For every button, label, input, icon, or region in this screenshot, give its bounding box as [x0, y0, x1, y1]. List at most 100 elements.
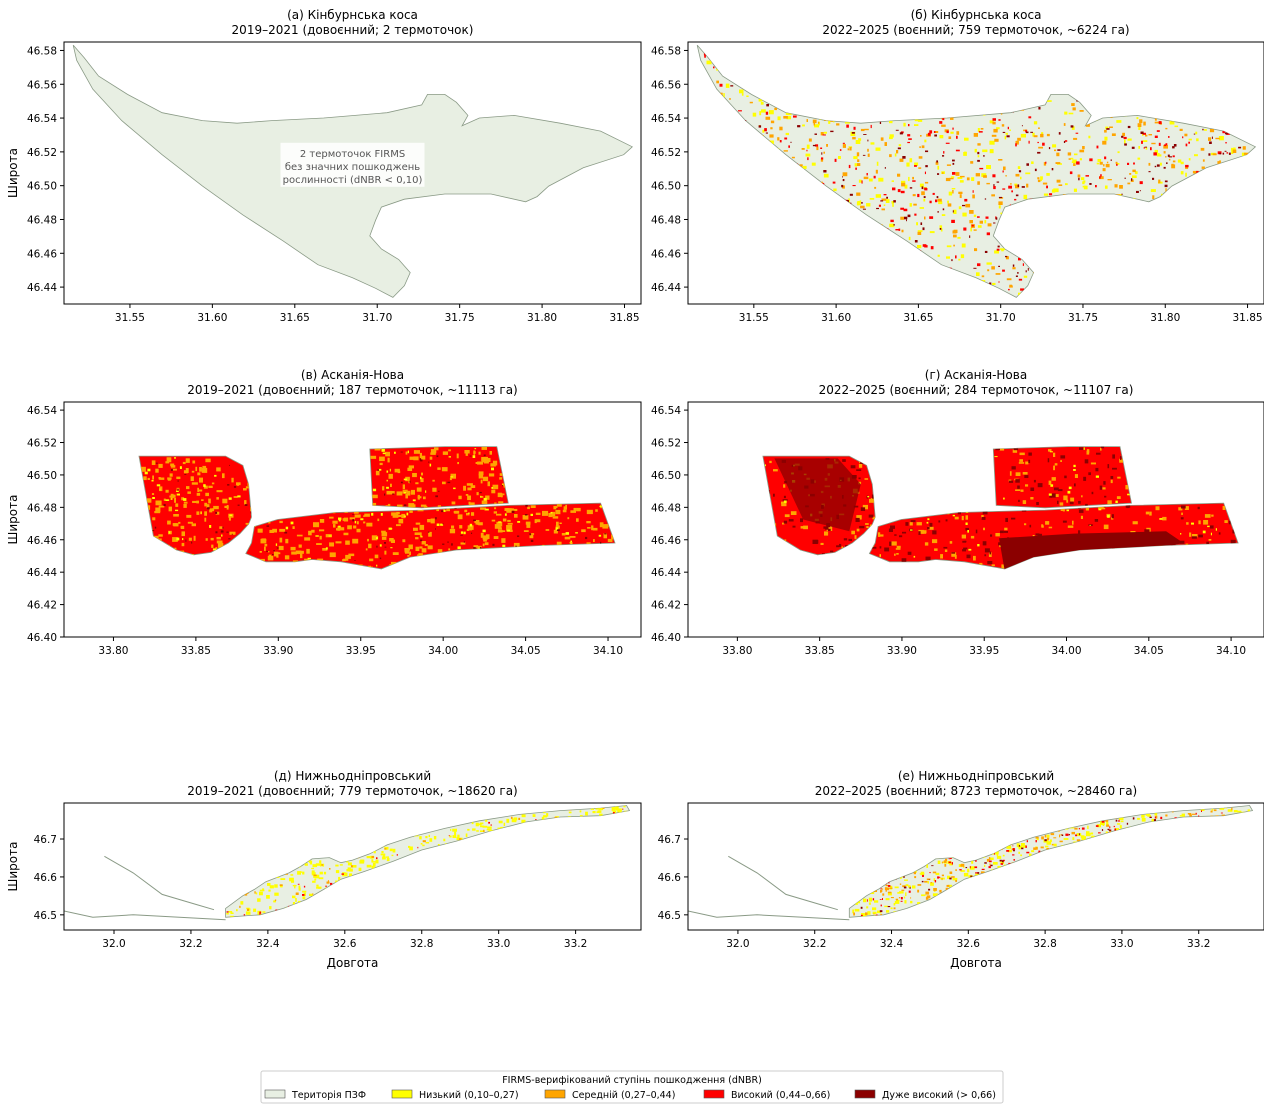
damage-pixel	[770, 229, 773, 233]
damage-pixel	[1180, 161, 1184, 165]
damage-pixel	[365, 877, 370, 880]
damage-pixel	[1187, 272, 1192, 276]
damage-pixel	[351, 810, 357, 815]
damage-pixel	[1127, 138, 1132, 141]
damage-pixel	[1242, 159, 1246, 162]
damage-pixel	[412, 856, 415, 859]
damage-pixel	[576, 507, 581, 512]
damage-pixel	[183, 501, 188, 504]
damage-pixel	[975, 102, 979, 104]
damage-pixel	[1185, 143, 1188, 147]
damage-pixel	[870, 81, 872, 86]
damage-pixel	[865, 83, 867, 85]
damage-pixel	[1071, 126, 1075, 130]
damage-pixel	[866, 541, 871, 543]
damage-pixel	[782, 45, 787, 49]
damage-pixel	[1026, 183, 1029, 188]
damage-pixel	[725, 121, 727, 125]
damage-pixel	[861, 457, 863, 459]
damage-pixel	[496, 887, 498, 892]
damage-pixel	[789, 78, 792, 83]
damage-pixel	[781, 75, 783, 77]
damage-pixel	[514, 855, 519, 858]
damage-pixel	[814, 46, 817, 49]
damage-pixel	[624, 901, 629, 905]
damage-pixel	[560, 556, 565, 559]
damage-pixel	[441, 850, 444, 852]
damage-pixel	[801, 277, 806, 279]
damage-pixel	[1003, 58, 1009, 61]
damage-pixel	[1055, 162, 1061, 164]
damage-pixel	[531, 840, 535, 845]
damage-pixel	[1165, 127, 1168, 130]
damage-pixel	[204, 517, 207, 522]
damage-pixel	[336, 881, 339, 886]
damage-pixel	[779, 94, 783, 97]
damage-pixel	[395, 896, 398, 898]
damage-pixel	[861, 202, 863, 204]
damage-pixel	[447, 906, 450, 911]
damage-pixel	[466, 911, 469, 915]
damage-pixel	[1158, 560, 1163, 563]
damage-pixel	[1072, 217, 1074, 221]
damage-pixel	[338, 876, 341, 881]
damage-pixel	[1161, 58, 1166, 61]
damage-pixel	[451, 501, 456, 505]
damage-pixel	[316, 844, 319, 847]
damage-pixel	[333, 910, 336, 915]
damage-pixel	[914, 124, 919, 126]
damage-pixel	[878, 249, 882, 252]
damage-pixel	[340, 885, 343, 890]
damage-pixel	[355, 837, 361, 842]
damage-pixel	[1142, 132, 1146, 135]
damage-pixel	[1174, 67, 1178, 71]
damage-pixel	[1229, 253, 1232, 256]
damage-pixel	[1151, 142, 1156, 145]
damage-pixel	[1254, 274, 1256, 278]
damage-pixel	[1101, 46, 1104, 49]
damage-pixel	[818, 199, 820, 201]
damage-pixel	[997, 83, 1000, 85]
damage-pixel	[899, 132, 903, 135]
damage-pixel	[820, 253, 825, 256]
damage-pixel	[896, 150, 899, 154]
damage-pixel	[1002, 216, 1005, 219]
damage-pixel	[448, 456, 451, 458]
damage-pixel	[881, 92, 884, 95]
damage-pixel	[1224, 557, 1230, 560]
damage-pixel	[158, 543, 161, 546]
damage-pixel	[727, 280, 732, 282]
damage-pixel	[834, 80, 838, 84]
damage-pixel	[200, 511, 202, 515]
damage-pixel	[356, 528, 361, 533]
damage-pixel	[223, 554, 227, 555]
damage-pixel	[924, 216, 926, 220]
damage-pixel	[1065, 194, 1067, 197]
damage-pixel	[311, 867, 314, 870]
damage-pixel	[305, 810, 309, 814]
damage-pixel	[986, 165, 991, 169]
damage-pixel	[1107, 515, 1110, 518]
damage-pixel	[821, 152, 823, 155]
damage-pixel	[460, 534, 463, 536]
damage-pixel	[739, 89, 744, 94]
damage-pixel	[530, 882, 533, 886]
damage-pixel	[231, 878, 236, 881]
damage-pixel	[995, 273, 1001, 275]
damage-pixel	[254, 805, 258, 809]
x-tick-label: 31.65	[903, 312, 933, 324]
damage-pixel	[235, 835, 241, 839]
damage-pixel	[1217, 240, 1221, 244]
damage-pixel	[354, 520, 357, 524]
damage-pixel	[1016, 90, 1021, 93]
damage-pixel	[487, 826, 492, 829]
damage-pixel	[358, 867, 362, 871]
damage-pixel	[1115, 48, 1118, 53]
damage-pixel	[211, 482, 215, 485]
damage-pixel	[1110, 296, 1114, 298]
damage-pixel	[316, 567, 323, 569]
damage-pixel	[1095, 475, 1099, 478]
damage-pixel	[362, 880, 367, 885]
damage-pixel	[748, 281, 750, 283]
damage-pixel	[904, 184, 908, 189]
